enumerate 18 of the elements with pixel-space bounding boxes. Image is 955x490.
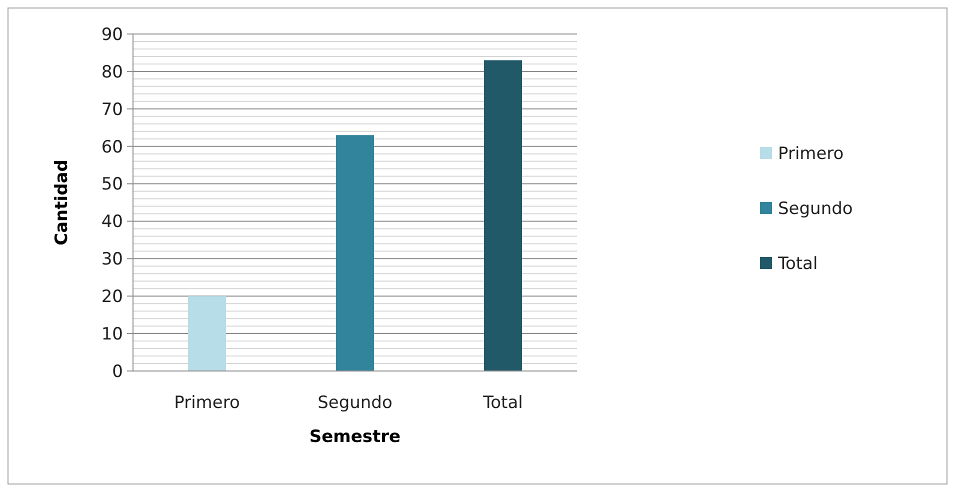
legend-label: Total (777, 254, 818, 274)
y-tick-label: 20 (101, 287, 123, 308)
y-tick-label: 40 (101, 212, 123, 232)
legend-label: Segundo (778, 198, 853, 219)
y-axis-title: Cantidad (52, 160, 72, 246)
legend-label: Primero (778, 144, 844, 164)
x-axis-title: Semestre (309, 427, 401, 447)
x-tick-label: Primero (174, 393, 240, 413)
y-tick-label: 50 (101, 174, 123, 195)
x-tick-label: Segundo (318, 393, 392, 413)
y-tick-label: 90 (101, 24, 123, 45)
y-tick-label: 10 (101, 324, 123, 345)
y-tick-label: 60 (101, 137, 123, 158)
y-tick-label: 70 (101, 100, 123, 120)
y-tick-label: 30 (101, 250, 123, 270)
y-tick-label: 80 (101, 62, 123, 82)
y-tick-label: 0 (112, 362, 123, 382)
x-tick-label: Total (482, 393, 523, 413)
